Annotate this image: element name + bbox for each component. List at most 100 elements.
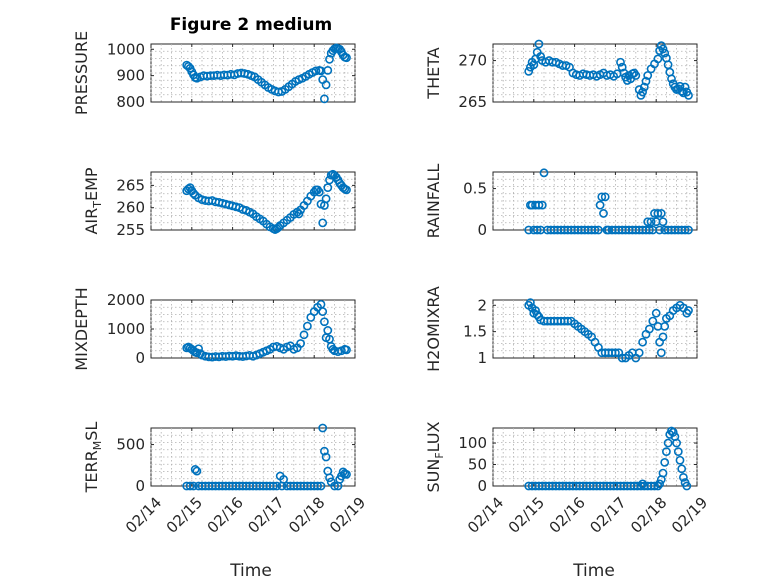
y-axis-label: H2OMIXRA — [424, 286, 443, 372]
data-point — [638, 479, 647, 489]
data-point — [616, 57, 625, 67]
y-axis-label: MIXDEPTH — [72, 287, 91, 370]
data-point — [641, 76, 651, 86]
data-point — [684, 225, 693, 235]
y-tick-label: 0 — [477, 221, 487, 239]
data-point — [342, 469, 351, 479]
data-point — [645, 225, 654, 235]
data-point — [653, 54, 663, 64]
x-axis-label-left: Time — [229, 561, 272, 581]
data-point — [524, 225, 534, 235]
data-point — [590, 225, 600, 235]
data-point — [342, 345, 351, 355]
data-point — [648, 316, 658, 326]
data-point — [658, 44, 668, 54]
data-point — [679, 473, 688, 482]
data-point — [660, 321, 670, 331]
subplot-air: 255 260 265 AIRTEMP — [82, 167, 356, 239]
data-point — [653, 209, 663, 218]
data-point — [675, 455, 685, 465]
data-point — [330, 481, 339, 491]
y-axis-label-subscript: F — [433, 452, 446, 458]
data-point — [684, 90, 693, 100]
y-tick-label: 270 — [458, 52, 487, 70]
subplot-pressure: 800 900 1000 PRESSURE — [72, 31, 356, 115]
data-point — [539, 168, 549, 178]
subplot-h2omixra: 1 1.5 2 H2OMIXRA — [424, 286, 698, 372]
data-point — [617, 62, 627, 72]
data-point — [318, 218, 328, 228]
data-point — [646, 217, 656, 227]
y-axis-label-main: TERR — [82, 450, 101, 493]
data-point — [299, 330, 309, 340]
data-point — [321, 194, 331, 204]
data-point — [279, 474, 288, 484]
y-axis-label-main: THETA — [424, 47, 443, 99]
data-point — [185, 481, 195, 491]
y-axis-label-main: H2OMIXRA — [424, 286, 443, 372]
y-tick-label: 0 — [477, 477, 487, 495]
data-point — [634, 348, 644, 358]
figure-title: Figure 2 medium — [170, 15, 332, 35]
y-tick-label: 1.5 — [463, 323, 487, 341]
y-axis-label-rest: LUX — [424, 421, 443, 452]
y-axis-label-main: SUN — [424, 459, 443, 493]
y-tick-label: 0 — [135, 477, 145, 495]
data-point — [274, 222, 283, 232]
data-point — [321, 80, 331, 90]
data-point — [667, 74, 676, 84]
data-point — [534, 200, 544, 210]
data-point — [313, 185, 322, 195]
data-point — [190, 465, 200, 474]
data-point — [534, 39, 544, 49]
data-point — [311, 66, 321, 76]
y-tick-label: 2000 — [107, 291, 145, 309]
data-point — [526, 298, 535, 308]
y-tick-label: 265 — [116, 176, 145, 194]
y-axis-label: RAINFALL — [424, 164, 443, 239]
data-point — [663, 438, 673, 448]
data-point — [619, 68, 629, 78]
data-point — [319, 94, 329, 104]
y-tick-label: 800 — [116, 93, 145, 111]
y-tick-label: 2 — [477, 296, 487, 314]
data-point — [668, 427, 678, 437]
data-point — [662, 447, 671, 457]
y-axis-label-subscript: M — [91, 441, 104, 451]
data-point — [639, 82, 649, 92]
data-point — [645, 324, 654, 334]
data-point — [192, 466, 202, 476]
data-point — [656, 209, 666, 218]
data-point — [655, 225, 664, 235]
y-axis-label-main: MIXDEPTH — [72, 287, 91, 370]
data-point — [189, 189, 198, 198]
data-point — [294, 209, 304, 219]
data-point — [342, 53, 351, 63]
data-point — [328, 344, 338, 354]
data-point — [680, 225, 690, 235]
data-point — [319, 446, 329, 456]
data-point — [189, 481, 198, 491]
data-point — [631, 71, 641, 80]
y-axis-label: THETA — [424, 47, 443, 99]
data-point — [325, 473, 334, 483]
data-point — [643, 217, 653, 227]
data-point — [660, 48, 670, 58]
data-point — [314, 187, 324, 197]
y-axis-label: PRESSURE — [72, 31, 91, 115]
data-point — [321, 452, 331, 462]
y-tick-label: 1 — [477, 349, 487, 367]
y-tick-label: 1000 — [107, 320, 145, 338]
subplot-mixdepth: 0 1000 2000 MIXDEPTH — [72, 287, 356, 371]
data-point — [524, 66, 534, 76]
data-point — [595, 200, 605, 210]
data-point — [643, 71, 653, 80]
data-point — [597, 192, 607, 202]
data-point — [296, 339, 305, 348]
y-tick-label: 1000 — [107, 40, 145, 58]
data-point — [680, 82, 690, 92]
data-point — [316, 481, 326, 491]
y-tick-label: 900 — [116, 67, 145, 85]
data-point — [675, 81, 685, 91]
data-point — [684, 306, 693, 315]
